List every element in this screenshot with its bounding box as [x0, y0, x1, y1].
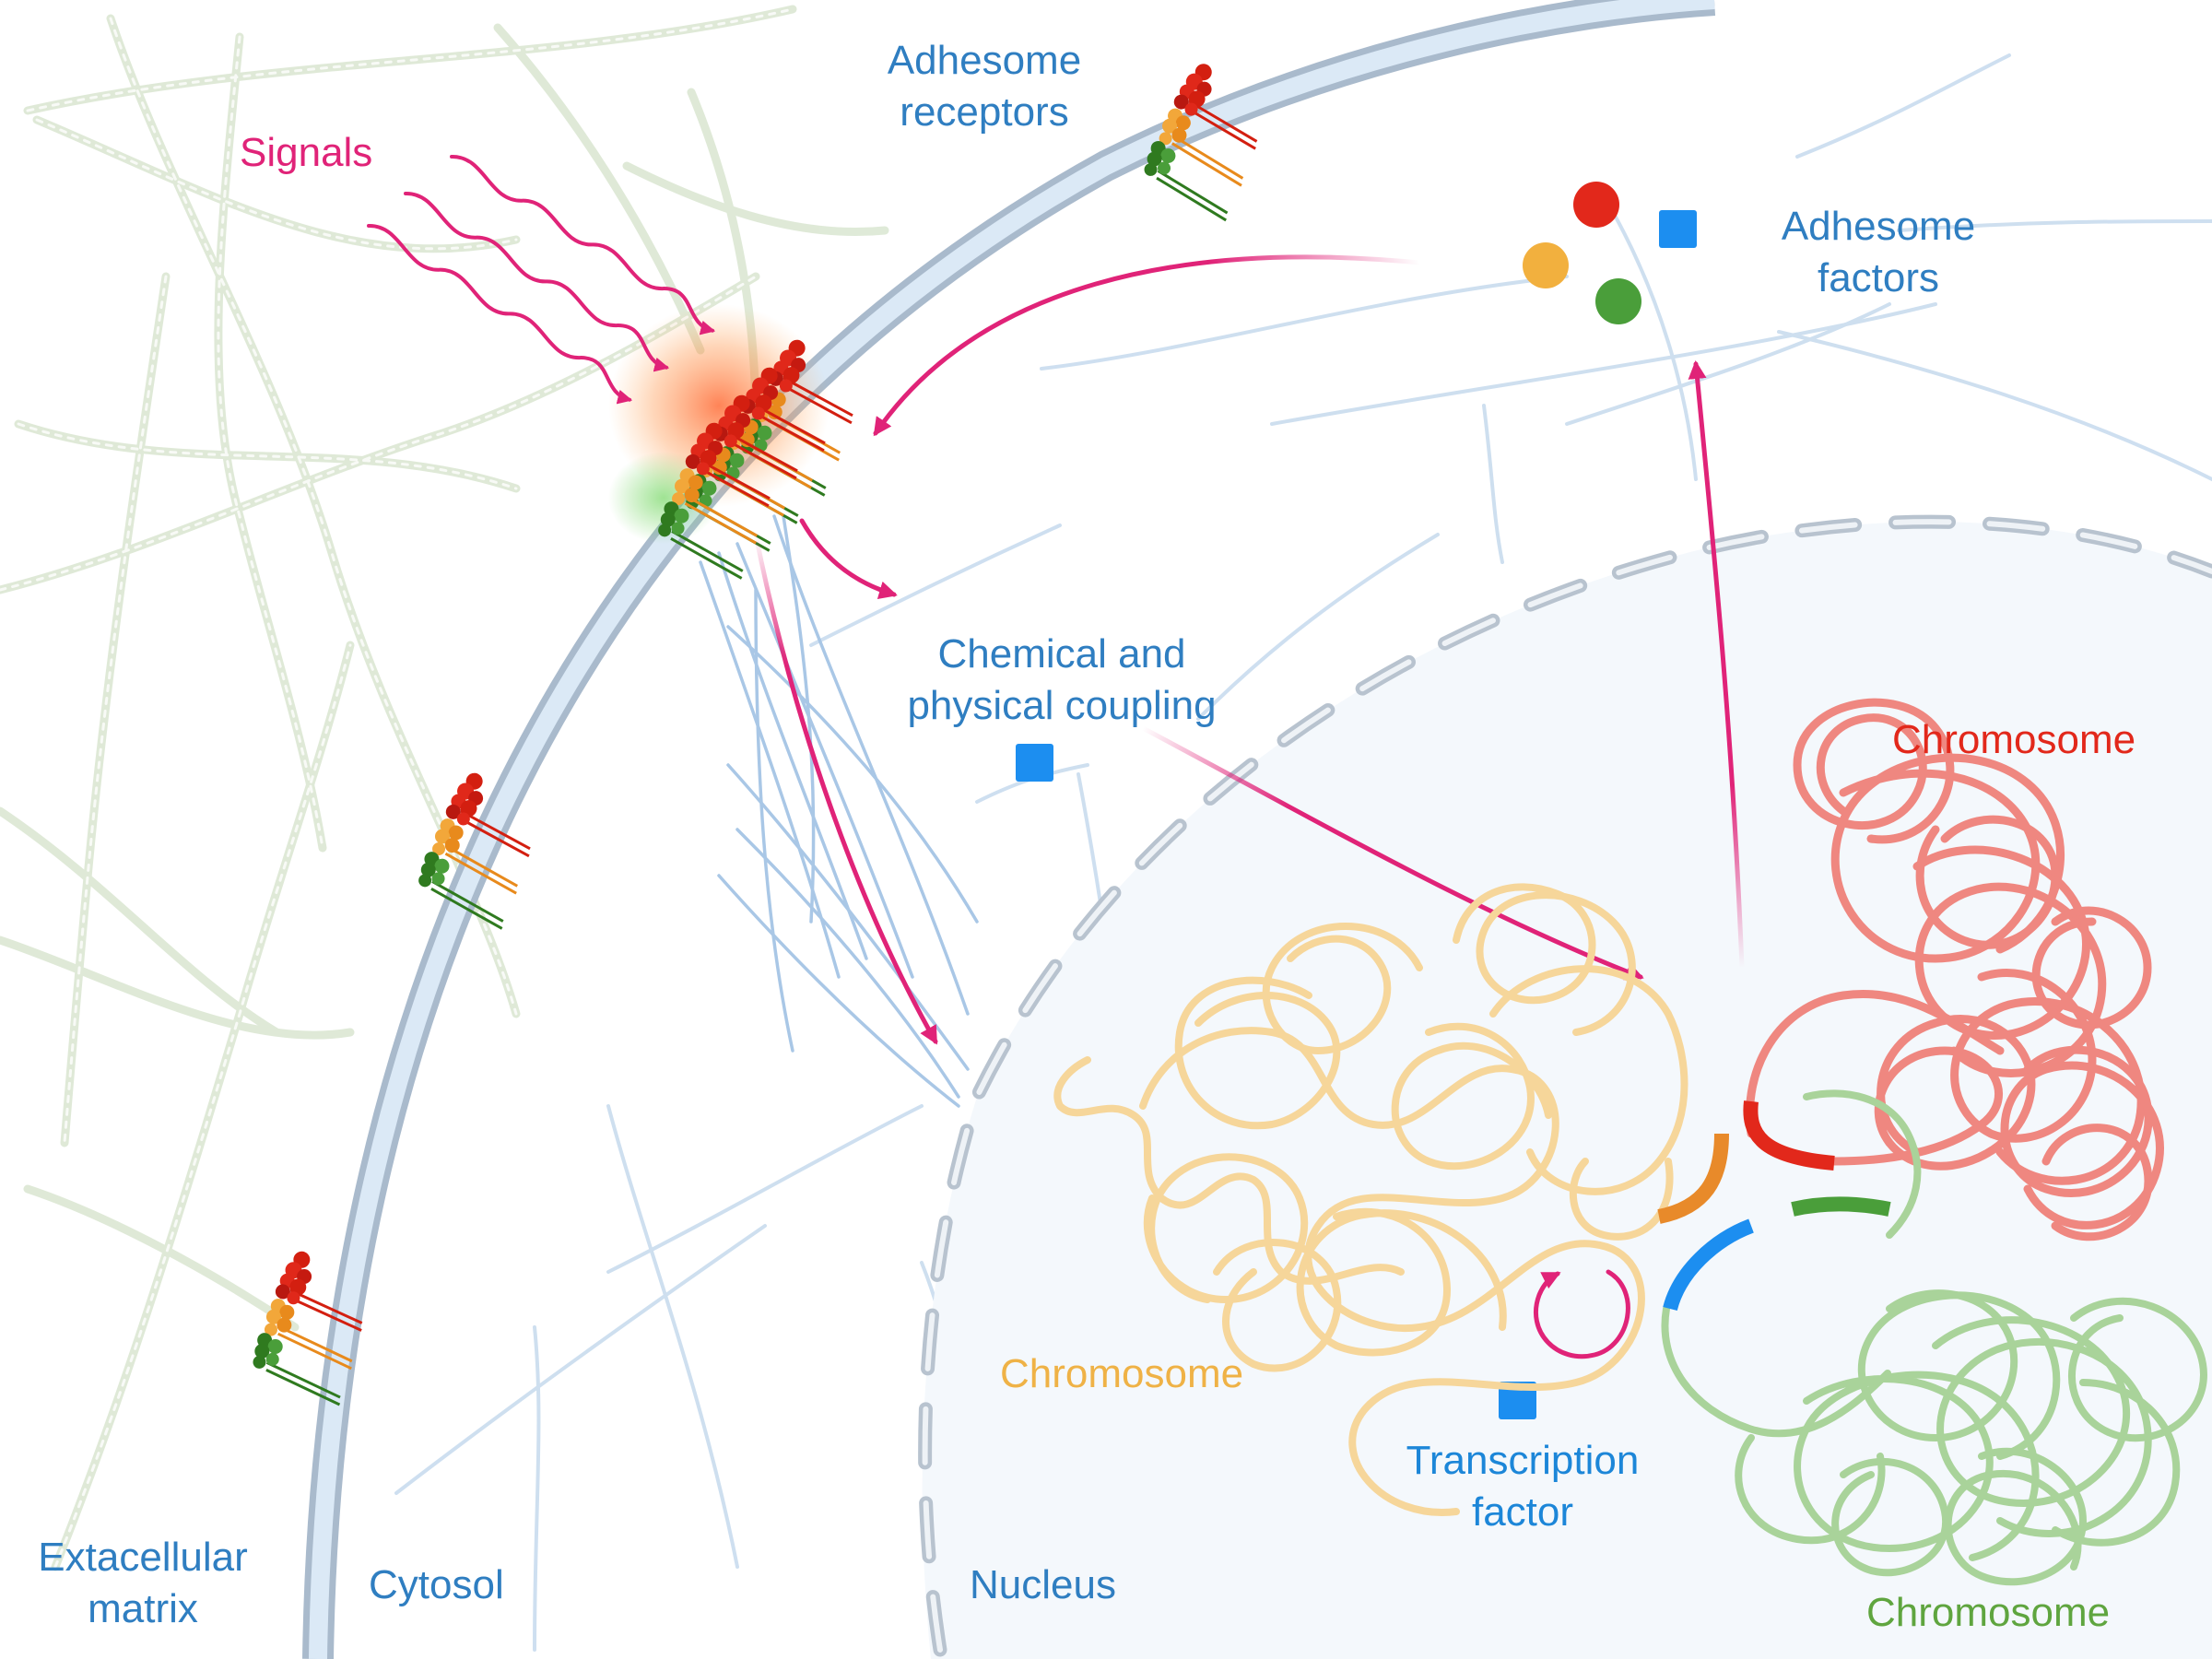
- chromosome-green: [1661, 1089, 2207, 1586]
- adhesome-factors-label: Adhesome factors: [1781, 204, 1976, 300]
- coupling-factor-square: [1016, 744, 1053, 782]
- chromosome-green-label: Chromosome: [1866, 1590, 2111, 1635]
- gene-segment-red: [1743, 1100, 1835, 1171]
- chromosome-red: [1746, 698, 2164, 1241]
- signal-wave-icon: [367, 154, 716, 405]
- gene-segment-green: [1791, 1196, 1891, 1217]
- chromosome-orange-label: Chromosome: [1000, 1351, 1244, 1396]
- adhesome-receptors-label: Adhesome receptors: [887, 38, 1082, 135]
- signals-label: Signals: [240, 130, 373, 175]
- transcription-factor-label: Transcription factor: [1406, 1438, 1640, 1535]
- coupling-label: Chemical and physical coupling: [907, 631, 1217, 728]
- extracellular-matrix-label: Extacellular matrix: [38, 1535, 248, 1631]
- transcription-factor-square-icon: [1499, 1382, 1536, 1419]
- nucleus-label: Nucleus: [970, 1562, 1116, 1607]
- gene-segment-orange: [1657, 1133, 1729, 1224]
- chromosome-red-label: Chromosome: [1892, 717, 2136, 762]
- adhesome-factor-dot-icon: [1523, 182, 1641, 324]
- adhesome-factor-square: [1659, 210, 1697, 248]
- chromosome-orange: [1053, 883, 1688, 1516]
- transcription-cycle-arrow: [1533, 1269, 1630, 1359]
- cytosol-label: Cytosol: [369, 1562, 504, 1607]
- gene-segment-blue: [1663, 1218, 1754, 1312]
- signaling-arrows: [753, 254, 1745, 1045]
